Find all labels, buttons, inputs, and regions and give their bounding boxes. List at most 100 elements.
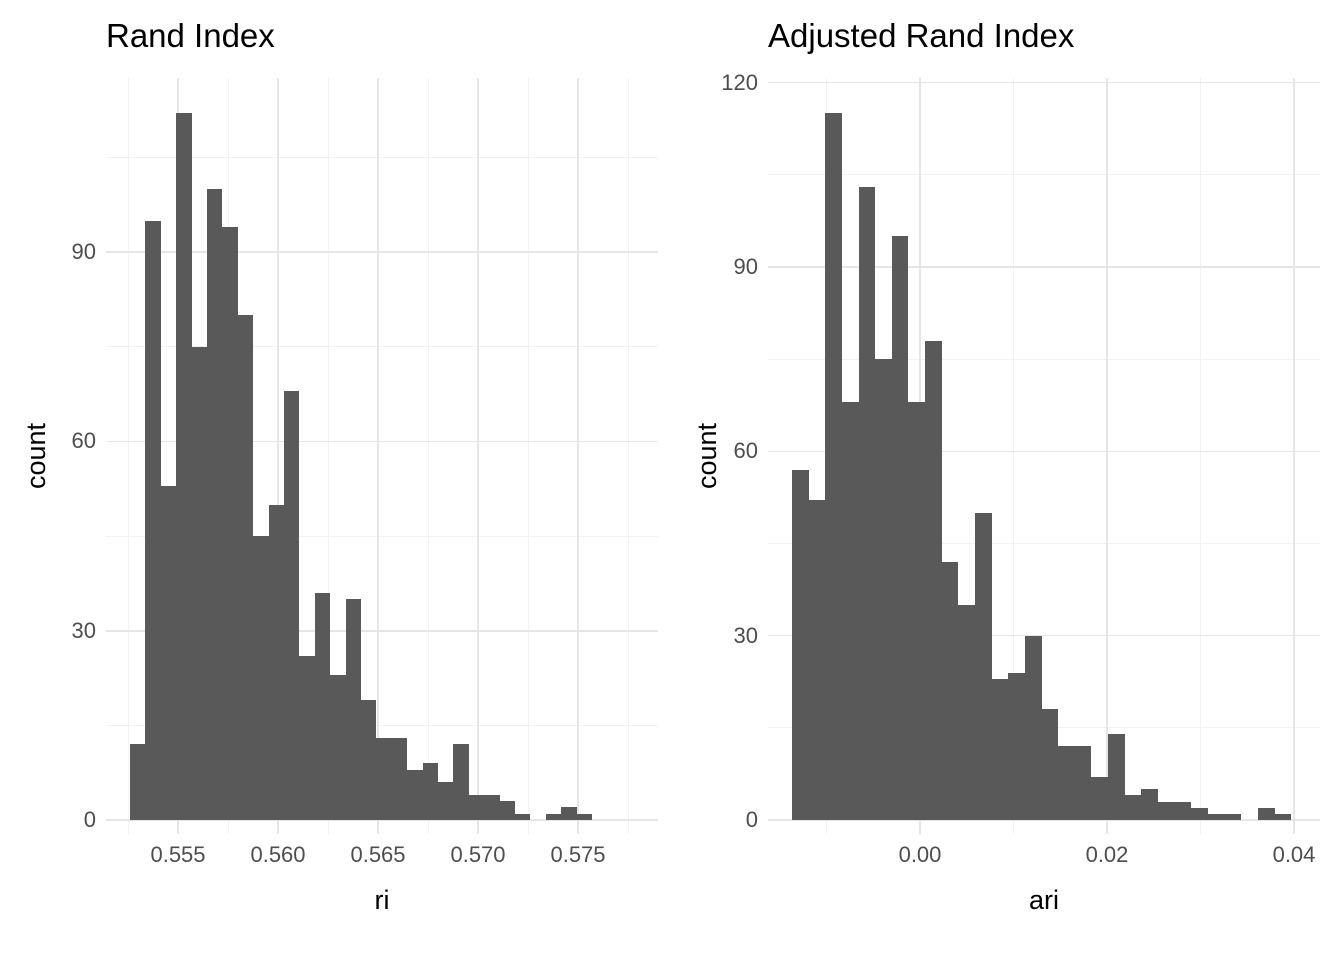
histogram-bar	[1108, 734, 1125, 820]
histogram-bar	[892, 236, 908, 820]
histogram-bar	[453, 744, 469, 820]
gridline-minor	[427, 78, 429, 834]
x-tick-label: 0.00	[898, 842, 942, 867]
histogram-bar	[1042, 709, 1058, 820]
gridline-minor	[768, 174, 1320, 176]
gridline-major	[277, 78, 279, 834]
y-tick-label: 60	[71, 428, 96, 453]
histogram-bar	[192, 347, 207, 820]
gridline-minor	[768, 358, 1320, 360]
gridline-minor	[327, 78, 329, 834]
histogram-bar	[1091, 777, 1108, 820]
plot-panel	[768, 78, 1320, 834]
gridline-minor	[106, 724, 658, 726]
histogram-bar	[1258, 808, 1275, 820]
histogram-bar	[284, 391, 299, 820]
histogram-bar	[546, 814, 561, 820]
histogram-bar	[207, 189, 222, 820]
histogram-bar	[859, 187, 875, 820]
gridline-major	[577, 78, 579, 834]
y-tick-label: 30	[733, 623, 758, 648]
y-tick-label: 120	[721, 70, 758, 95]
gridline-major	[377, 78, 379, 834]
gridline-minor	[106, 346, 658, 348]
histogram-bar	[1075, 746, 1091, 820]
histogram-bar	[992, 679, 1008, 820]
histogram-bar	[925, 341, 942, 820]
histogram-bar	[875, 359, 892, 820]
x-tick-label: 0.565	[350, 842, 406, 867]
histogram-bar	[299, 656, 315, 820]
histogram-bar	[222, 227, 238, 820]
histogram-bar	[842, 402, 859, 820]
gridline-minor	[527, 78, 529, 834]
gridline-major	[106, 630, 658, 632]
histogram-bar	[908, 402, 925, 820]
gridline-major	[768, 819, 1320, 821]
gridline-major	[106, 251, 658, 253]
gridline-minor	[1013, 78, 1014, 834]
histogram-bar	[1025, 636, 1042, 820]
x-tick-label: 0.575	[550, 842, 606, 867]
histogram-bar	[515, 814, 530, 820]
histogram-bar	[1175, 802, 1191, 820]
gridline-minor	[106, 535, 658, 537]
x-tick-label: 0.02	[1085, 842, 1129, 867]
gridline-major	[477, 78, 479, 834]
gridline-major	[768, 450, 1320, 453]
histogram-bar	[825, 113, 842, 820]
x-axis-title: ri	[374, 885, 390, 915]
histogram-bar	[315, 593, 330, 820]
gridline-minor	[1200, 78, 1201, 834]
y-tick-label: 0	[745, 807, 758, 832]
y-tick-label: 90	[71, 239, 96, 264]
x-tick-label: 0.555	[150, 842, 206, 867]
gridline-major	[768, 634, 1320, 637]
gridline-major	[768, 81, 1320, 84]
histogram-bar	[809, 500, 825, 820]
histogram-bar	[392, 738, 407, 820]
x-tick-label: 0.570	[450, 842, 506, 867]
gridline-minor	[627, 78, 629, 834]
chart-title: Adjusted Rand Index	[768, 17, 1075, 54]
histogram-bar	[1208, 814, 1225, 820]
histogram-bar	[361, 700, 376, 820]
y-tick-label: 30	[71, 618, 96, 643]
histogram-bar	[1191, 808, 1208, 820]
gridline-major	[106, 440, 658, 443]
y-tick-label: 60	[733, 438, 758, 463]
gridline-major	[1106, 78, 1108, 834]
histogram-bar	[1125, 795, 1141, 820]
histogram-bar	[161, 486, 176, 820]
histogram-bar	[176, 113, 192, 820]
histogram-bar	[438, 782, 453, 820]
x-tick-label: 0.560	[250, 842, 306, 867]
gridline-minor	[768, 543, 1320, 544]
histogram-bar	[792, 470, 809, 820]
histogram-bar	[1225, 814, 1241, 820]
gridline-major	[768, 266, 1320, 268]
histogram-bar	[269, 505, 284, 820]
x-tick-label: 0.04	[1272, 842, 1316, 867]
histogram-bar	[238, 315, 253, 820]
histogram-bar	[942, 562, 958, 820]
histogram-bar	[1158, 802, 1175, 820]
histogram-bar	[975, 513, 992, 820]
histogram-bar	[577, 814, 592, 820]
histogram-bar	[407, 770, 423, 820]
histogram-bar	[958, 605, 975, 820]
y-tick-label: 90	[733, 254, 758, 279]
chart-title: Rand Index	[106, 17, 275, 54]
histogram-bar	[376, 738, 392, 820]
histogram-bar	[469, 795, 484, 820]
x-axis-title: ari	[1028, 885, 1059, 915]
gridline-major	[1293, 78, 1295, 834]
histogram-bar	[130, 744, 145, 820]
histogram-bar	[423, 763, 438, 820]
gridline-major	[106, 819, 658, 821]
gridline-minor	[106, 157, 658, 158]
y-tick-label: 0	[83, 807, 96, 832]
histogram-bar	[1058, 746, 1075, 820]
